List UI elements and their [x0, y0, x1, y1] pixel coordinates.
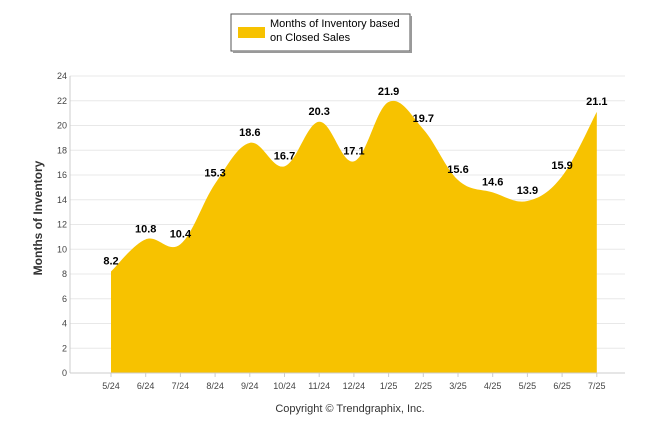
axes	[69, 76, 625, 374]
y-tick-label: 24	[57, 71, 67, 81]
x-tick-label: 4/25	[484, 381, 502, 391]
x-tick-label: 12/24	[343, 381, 366, 391]
x-tick-label: 1/25	[380, 381, 398, 391]
y-tick-label: 14	[57, 195, 67, 205]
y-tick-label: 6	[62, 294, 67, 304]
legend-label-line-1: Months of Inventory based	[270, 18, 400, 30]
y-axis-title: Months of Inventory	[31, 160, 45, 275]
y-tick-label: 18	[57, 145, 67, 155]
x-tick-label: 9/24	[241, 381, 259, 391]
data-label: 21.9	[378, 86, 399, 98]
x-tick-label: 10/24	[273, 381, 296, 391]
data-label: 19.7	[413, 113, 434, 125]
x-tick-label: 5/24	[102, 381, 120, 391]
x-tick-label: 2/25	[415, 381, 433, 391]
series-area	[111, 100, 597, 373]
x-tick-label: 11/24	[308, 381, 330, 391]
data-label: 15.3	[204, 168, 225, 180]
y-tick-label: 20	[57, 121, 67, 131]
data-label: 15.9	[551, 160, 572, 172]
x-tick-label: 8/24	[206, 381, 224, 391]
data-label: 10.4	[170, 228, 192, 240]
legend-swatch	[238, 27, 265, 38]
y-tick-label: 16	[57, 170, 67, 180]
data-label: 20.3	[308, 106, 329, 118]
x-tick-label: 3/25	[449, 381, 467, 391]
y-tick-label: 4	[62, 319, 67, 329]
legend-label-line-2: on Closed Sales	[270, 32, 351, 44]
data-label: 21.1	[586, 96, 607, 108]
copyright-text: Copyright © Trendgraphix, Inc.	[275, 403, 424, 415]
area-layer	[111, 100, 597, 373]
y-tick-label: 0	[62, 368, 67, 378]
data-label: 18.6	[239, 127, 260, 139]
y-tick-label: 2	[62, 343, 67, 353]
y-tick-label: 8	[62, 269, 67, 279]
x-tick-label: 6/25	[553, 381, 571, 391]
data-label: 17.1	[343, 145, 364, 157]
data-label: 13.9	[517, 185, 538, 197]
data-label: 8.2	[103, 256, 118, 268]
y-tick-label: 12	[57, 220, 67, 230]
data-label: 16.7	[274, 150, 295, 162]
x-tick-labels: 5/24 6/24 7/24 8/24 9/24 10/24 11/24 12/24 1/25 2…	[102, 373, 606, 391]
legend-shadow-right	[410, 16, 412, 53]
x-tick-label: 7/25	[588, 381, 606, 391]
x-tick-label: 5/25	[519, 381, 537, 391]
data-label: 14.6	[482, 176, 503, 188]
y-tick-label: 10	[57, 244, 67, 254]
data-labels: 8.2 10.8 10.4 15.3 18.6 16.7 20.3 17.1 21.9 19.7 1…	[103, 86, 607, 268]
legend-shadow-bottom	[233, 51, 412, 53]
x-tick-label: 7/24	[172, 381, 190, 391]
data-label: 15.6	[447, 164, 468, 176]
data-label: 10.8	[135, 223, 156, 235]
legend: Months of Inventory based on Closed Sale…	[230, 13, 412, 53]
y-tick-label: 22	[57, 96, 67, 106]
x-tick-label: 6/24	[137, 381, 155, 391]
